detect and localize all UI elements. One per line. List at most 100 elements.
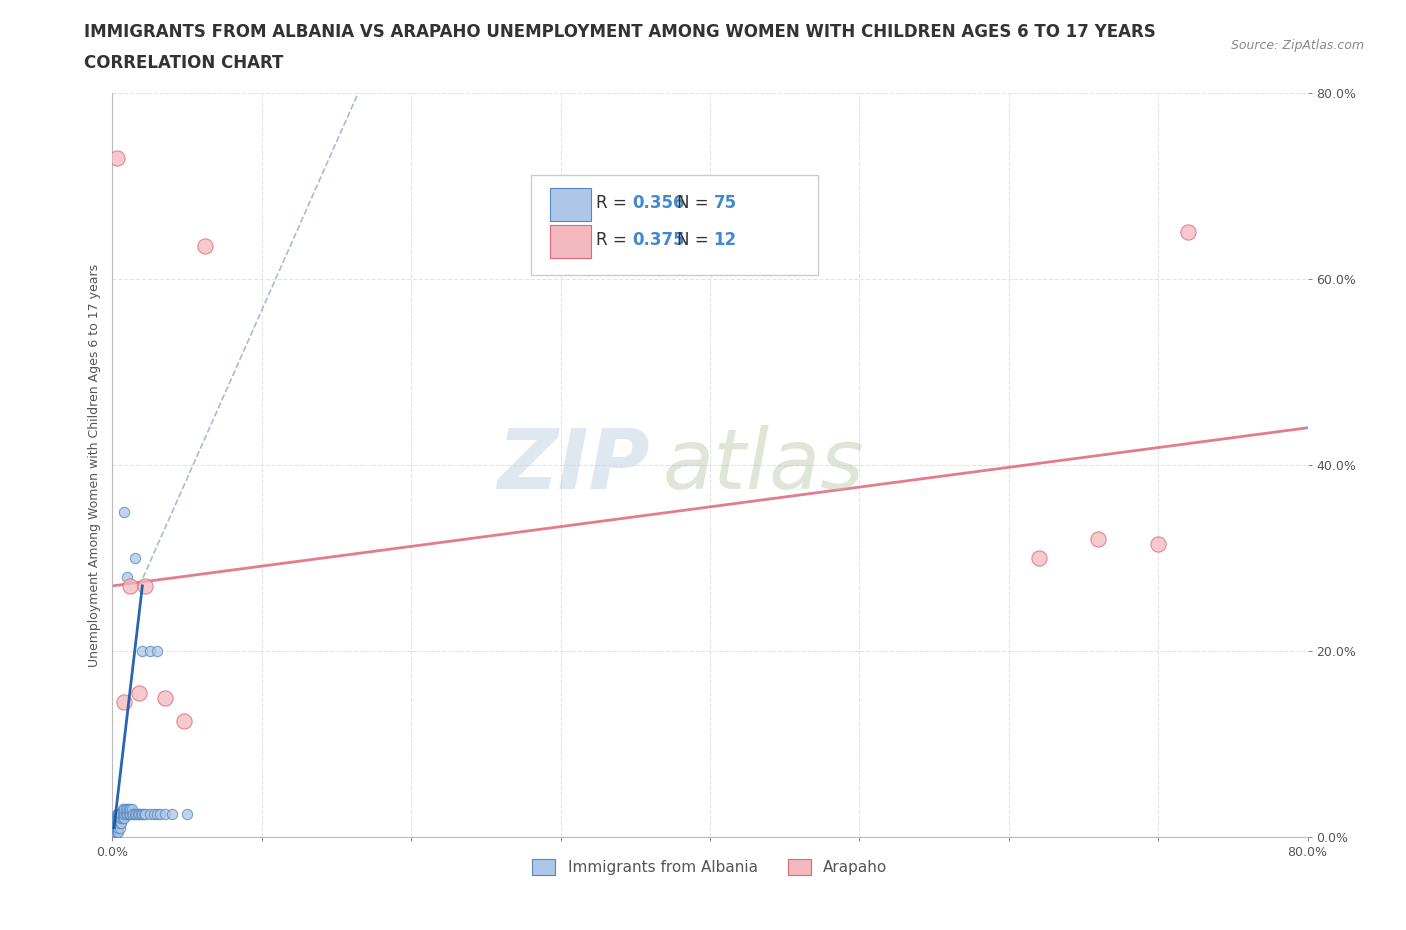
Point (105, 806, 128, 821)
Point (105, 811, 128, 826)
Point (117, 806, 139, 821)
Text: CORRELATION CHART: CORRELATION CHART (84, 54, 284, 72)
FancyBboxPatch shape (550, 225, 591, 259)
Point (153, 690, 176, 705)
Point (103, 820, 125, 835)
Point (114, 811, 135, 826)
Point (134, 806, 156, 821)
Point (104, 830, 127, 844)
Point (121, 806, 143, 821)
Point (103, 825, 125, 840)
Point (139, 806, 162, 821)
Point (111, 802, 134, 817)
Point (117, 569, 139, 584)
Point (103, 830, 125, 844)
Point (110, 806, 132, 821)
Point (128, 806, 150, 821)
Point (107, 820, 129, 835)
Point (146, 644, 169, 658)
Point (120, 578, 142, 593)
Point (132, 806, 155, 821)
Text: ZIP: ZIP (498, 424, 651, 506)
Point (111, 806, 134, 821)
Point (107, 806, 129, 821)
Point (103, 825, 125, 840)
Text: Source: ZipAtlas.com: Source: ZipAtlas.com (1230, 39, 1364, 52)
Point (104, 811, 127, 826)
Text: 0.375: 0.375 (633, 232, 685, 249)
Point (125, 806, 148, 821)
Point (176, 806, 198, 821)
Point (114, 695, 135, 710)
Point (104, 816, 127, 830)
FancyBboxPatch shape (550, 188, 591, 221)
Point (131, 644, 153, 658)
Point (1028, 551, 1050, 565)
Point (149, 806, 172, 821)
Point (127, 806, 149, 821)
Point (107, 816, 129, 830)
Point (104, 825, 127, 840)
Point (139, 644, 162, 658)
Text: N =: N = (676, 194, 713, 212)
Legend: Immigrants from Albania, Arapaho: Immigrants from Albania, Arapaho (526, 853, 894, 882)
Point (103, 820, 125, 835)
Point (115, 802, 138, 817)
Point (124, 806, 146, 821)
Point (118, 802, 141, 817)
Point (120, 806, 142, 821)
Point (110, 816, 132, 830)
Point (103, 820, 125, 835)
Point (194, 239, 217, 254)
Point (129, 806, 152, 821)
Point (1147, 537, 1170, 551)
Text: R =: R = (596, 232, 633, 249)
Point (104, 820, 127, 835)
Point (105, 825, 128, 840)
Point (103, 830, 125, 844)
Point (104, 820, 127, 835)
Point (1177, 225, 1199, 240)
Text: IMMIGRANTS FROM ALBANIA VS ARAPAHO UNEMPLOYMENT AMONG WOMEN WITH CHILDREN AGES 6: IMMIGRANTS FROM ALBANIA VS ARAPAHO UNEMP… (84, 23, 1156, 41)
Point (120, 802, 142, 817)
Text: atlas: atlas (662, 424, 863, 506)
Point (134, 578, 156, 593)
Point (121, 802, 143, 817)
Point (1087, 532, 1109, 547)
FancyBboxPatch shape (531, 175, 818, 275)
Text: 75: 75 (714, 194, 737, 212)
Point (111, 811, 134, 826)
Point (105, 151, 128, 166)
Point (128, 685, 150, 700)
Point (108, 811, 131, 826)
Point (122, 806, 145, 821)
Point (115, 806, 138, 821)
Text: 0.356: 0.356 (633, 194, 685, 212)
Point (108, 820, 131, 835)
Point (143, 806, 166, 821)
Point (104, 825, 127, 840)
Point (107, 811, 129, 826)
Point (114, 802, 135, 817)
Point (117, 802, 139, 817)
Point (110, 811, 132, 826)
Point (124, 551, 146, 565)
Point (105, 820, 128, 835)
Point (107, 825, 129, 840)
Text: 12: 12 (714, 232, 737, 249)
Point (104, 816, 127, 830)
Point (146, 806, 169, 821)
Point (173, 713, 195, 728)
Point (104, 820, 127, 835)
Point (131, 806, 153, 821)
Point (104, 830, 127, 844)
Point (162, 806, 183, 821)
Point (103, 825, 125, 840)
Point (153, 806, 176, 821)
Point (103, 830, 125, 844)
Point (103, 830, 125, 844)
Point (108, 816, 131, 830)
Point (114, 504, 135, 519)
Point (118, 806, 141, 821)
Point (105, 816, 128, 830)
